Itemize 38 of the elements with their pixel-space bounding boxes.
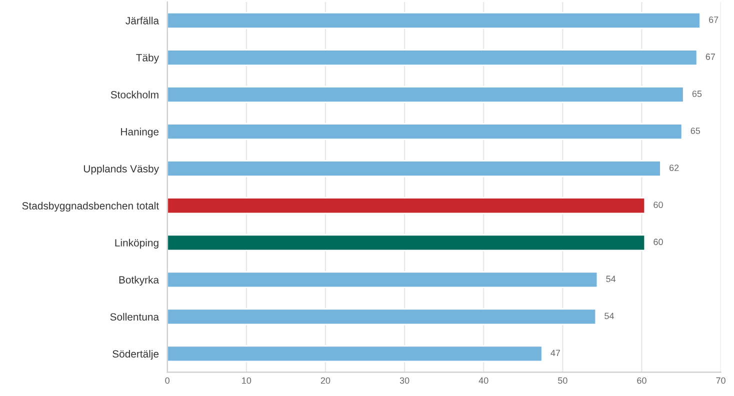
bar bbox=[167, 12, 701, 29]
bar bbox=[167, 345, 543, 362]
x-tick-label: 60 bbox=[637, 377, 646, 384]
bar bbox=[167, 271, 598, 288]
data-label: 60 bbox=[654, 238, 663, 246]
y-tick-label: Haninge bbox=[121, 128, 159, 138]
x-tick-label: 50 bbox=[558, 377, 568, 384]
data-label: 65 bbox=[690, 128, 700, 134]
y-tick-label: Botkyrka bbox=[119, 276, 160, 286]
y-tick-label: Linköping bbox=[115, 238, 158, 249]
data-label: 54 bbox=[604, 312, 614, 320]
bar bbox=[167, 123, 683, 140]
data-label: 67 bbox=[706, 54, 715, 60]
bar bbox=[167, 234, 646, 252]
y-tick-label: Södertälje bbox=[112, 350, 159, 360]
data-label: 67 bbox=[709, 16, 718, 23]
bar bbox=[167, 49, 698, 66]
bar bbox=[167, 86, 684, 104]
y-tick-label: Upplands Väsby bbox=[84, 164, 160, 175]
data-label: 60 bbox=[654, 202, 663, 208]
data-label: 62 bbox=[669, 164, 679, 172]
y-tick-label: Stockholm bbox=[110, 90, 158, 98]
x-tick-label: 70 bbox=[716, 377, 726, 384]
y-tick-label: Järfälla bbox=[126, 16, 160, 24]
x-tick-label: 20 bbox=[320, 377, 330, 384]
x-tick-label: 10 bbox=[242, 377, 252, 384]
data-label: 47 bbox=[550, 350, 560, 356]
y-tick-label: Sollentuna bbox=[110, 312, 160, 321]
bar bbox=[167, 197, 646, 214]
data-label: 54 bbox=[606, 276, 616, 282]
y-tick-label: Täby bbox=[136, 54, 159, 64]
data-label: 65 bbox=[692, 90, 702, 97]
x-tick-label: 30 bbox=[400, 377, 410, 384]
bar bbox=[167, 308, 597, 326]
y-tick-label: Stadsbyggnadsbenchen totalt bbox=[22, 202, 159, 212]
x-tick-label: 40 bbox=[478, 377, 488, 384]
bar bbox=[167, 160, 662, 178]
x-tick-label: 0 bbox=[165, 377, 170, 384]
